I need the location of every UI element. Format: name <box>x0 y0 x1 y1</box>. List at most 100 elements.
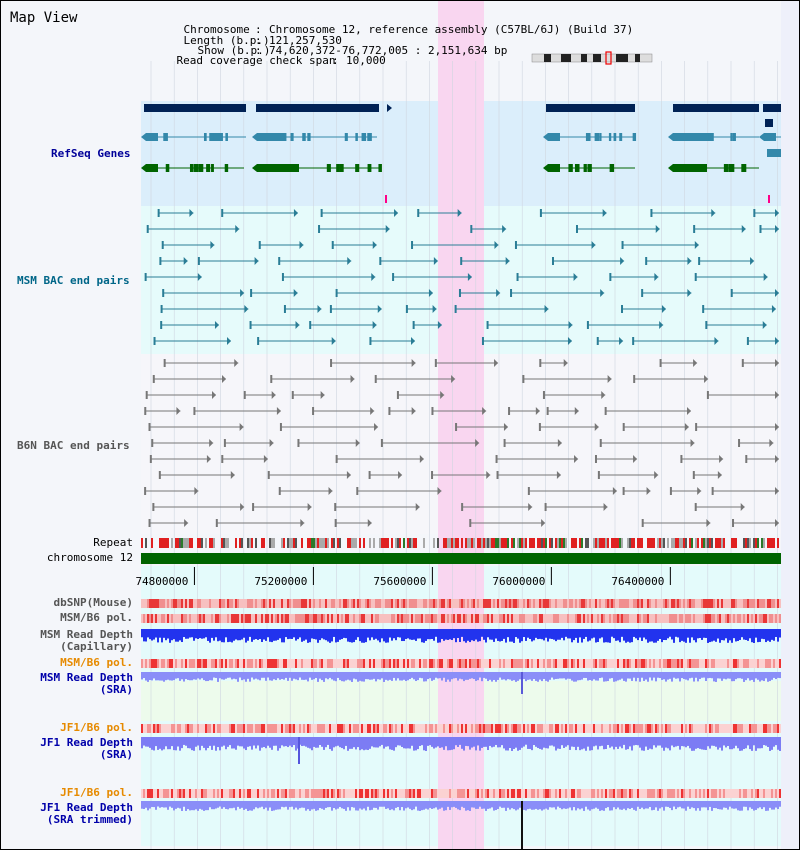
heat-cell <box>695 789 697 798</box>
repeat-mark <box>309 538 311 548</box>
repeat-mark <box>413 538 415 548</box>
repeat-mark <box>185 538 187 548</box>
depth-bar <box>483 737 485 747</box>
repeat-mark <box>599 538 601 548</box>
depth-bar <box>575 737 577 751</box>
heat-cell <box>645 614 647 623</box>
repeat-mark <box>333 538 335 548</box>
depth-bar <box>565 737 567 747</box>
heat-cell <box>771 599 773 608</box>
heat-cell <box>667 659 669 668</box>
depth-bar <box>215 737 217 751</box>
heat-cell <box>753 659 755 668</box>
depth-bar <box>697 672 699 682</box>
depth-bar <box>497 672 499 680</box>
repeat-mark <box>255 538 257 548</box>
depth-bar <box>505 801 507 811</box>
depth-bar <box>233 629 235 641</box>
bac-end <box>494 359 499 367</box>
repeat-mark <box>537 538 539 548</box>
heat-cell <box>225 599 227 608</box>
heat-cell <box>603 659 605 668</box>
heat-cell <box>567 724 569 733</box>
depth-bar <box>671 801 673 811</box>
heat-cell <box>345 659 347 668</box>
repeat-mark <box>301 538 303 548</box>
heat-cell <box>565 599 567 608</box>
depth-bar <box>253 801 255 810</box>
depth-bar <box>523 737 525 747</box>
depth-bar <box>405 629 407 640</box>
depth-bar <box>233 672 235 679</box>
heat-cell <box>267 599 269 608</box>
heat-cell <box>153 789 155 798</box>
heat-cell <box>259 724 261 733</box>
heat-cell <box>613 724 615 733</box>
heat-cell <box>633 614 635 623</box>
heat-cell <box>463 724 465 733</box>
heat-cell <box>285 599 287 608</box>
bac-end <box>460 257 463 265</box>
bac-end <box>367 519 372 527</box>
repeat-mark <box>189 538 191 548</box>
bac-end <box>270 375 273 383</box>
repeat-mark <box>749 538 751 548</box>
heat-cell <box>413 789 415 798</box>
bac-end <box>650 209 653 217</box>
heat-cell <box>713 614 715 623</box>
bac-end <box>234 359 239 367</box>
heat-cell <box>775 614 777 623</box>
bac-end <box>568 321 573 329</box>
depth-bar <box>717 629 719 639</box>
depth-bar <box>429 629 431 640</box>
heat-cell <box>621 724 623 733</box>
depth-bar <box>761 801 763 810</box>
heat-cell <box>561 599 563 608</box>
heat-cell <box>419 789 421 798</box>
depth-bar <box>185 801 187 811</box>
heat-cell <box>525 724 527 733</box>
bac-end <box>586 321 589 329</box>
depth-bar <box>407 629 409 639</box>
repeat-mark <box>465 538 467 548</box>
heat-cell <box>503 789 505 798</box>
track-label-refseq: RefSeq Genes <box>51 147 131 160</box>
depth-bar <box>341 672 343 682</box>
depth-bar <box>743 672 745 682</box>
heat-cell <box>321 614 323 623</box>
heat-cell <box>203 659 205 668</box>
heat-cell <box>461 614 463 623</box>
depth-bar <box>749 672 751 681</box>
depth-bar <box>209 801 211 808</box>
heat-cell <box>517 599 519 608</box>
heat-cell <box>665 614 667 623</box>
depth-bar <box>169 737 171 750</box>
heat-cell <box>765 724 767 733</box>
heat-cell <box>413 724 415 733</box>
heat-cell <box>641 724 643 733</box>
heat-cell <box>583 659 585 668</box>
depth-bar <box>291 672 293 681</box>
heat-cell <box>733 659 735 668</box>
heat-cell <box>339 724 341 733</box>
heat-cell <box>537 724 539 733</box>
heat-cell <box>641 789 643 798</box>
gene-block <box>767 149 781 157</box>
heat-cell <box>663 599 665 608</box>
depth-bar <box>729 672 731 679</box>
bac-end <box>528 503 533 511</box>
heat-cell <box>277 724 279 733</box>
depth-bar <box>533 737 535 746</box>
depth-bar <box>513 672 515 681</box>
heat-cell <box>247 614 249 623</box>
depth-bar <box>335 672 337 682</box>
depth-bar <box>467 629 469 641</box>
depth-bar <box>431 801 433 809</box>
repeat-mark <box>503 538 505 548</box>
depth-bar <box>723 629 725 641</box>
heat-cell <box>527 614 529 623</box>
heat-cell <box>737 724 739 733</box>
heat-cell <box>263 599 265 608</box>
heat-cell <box>193 789 195 798</box>
